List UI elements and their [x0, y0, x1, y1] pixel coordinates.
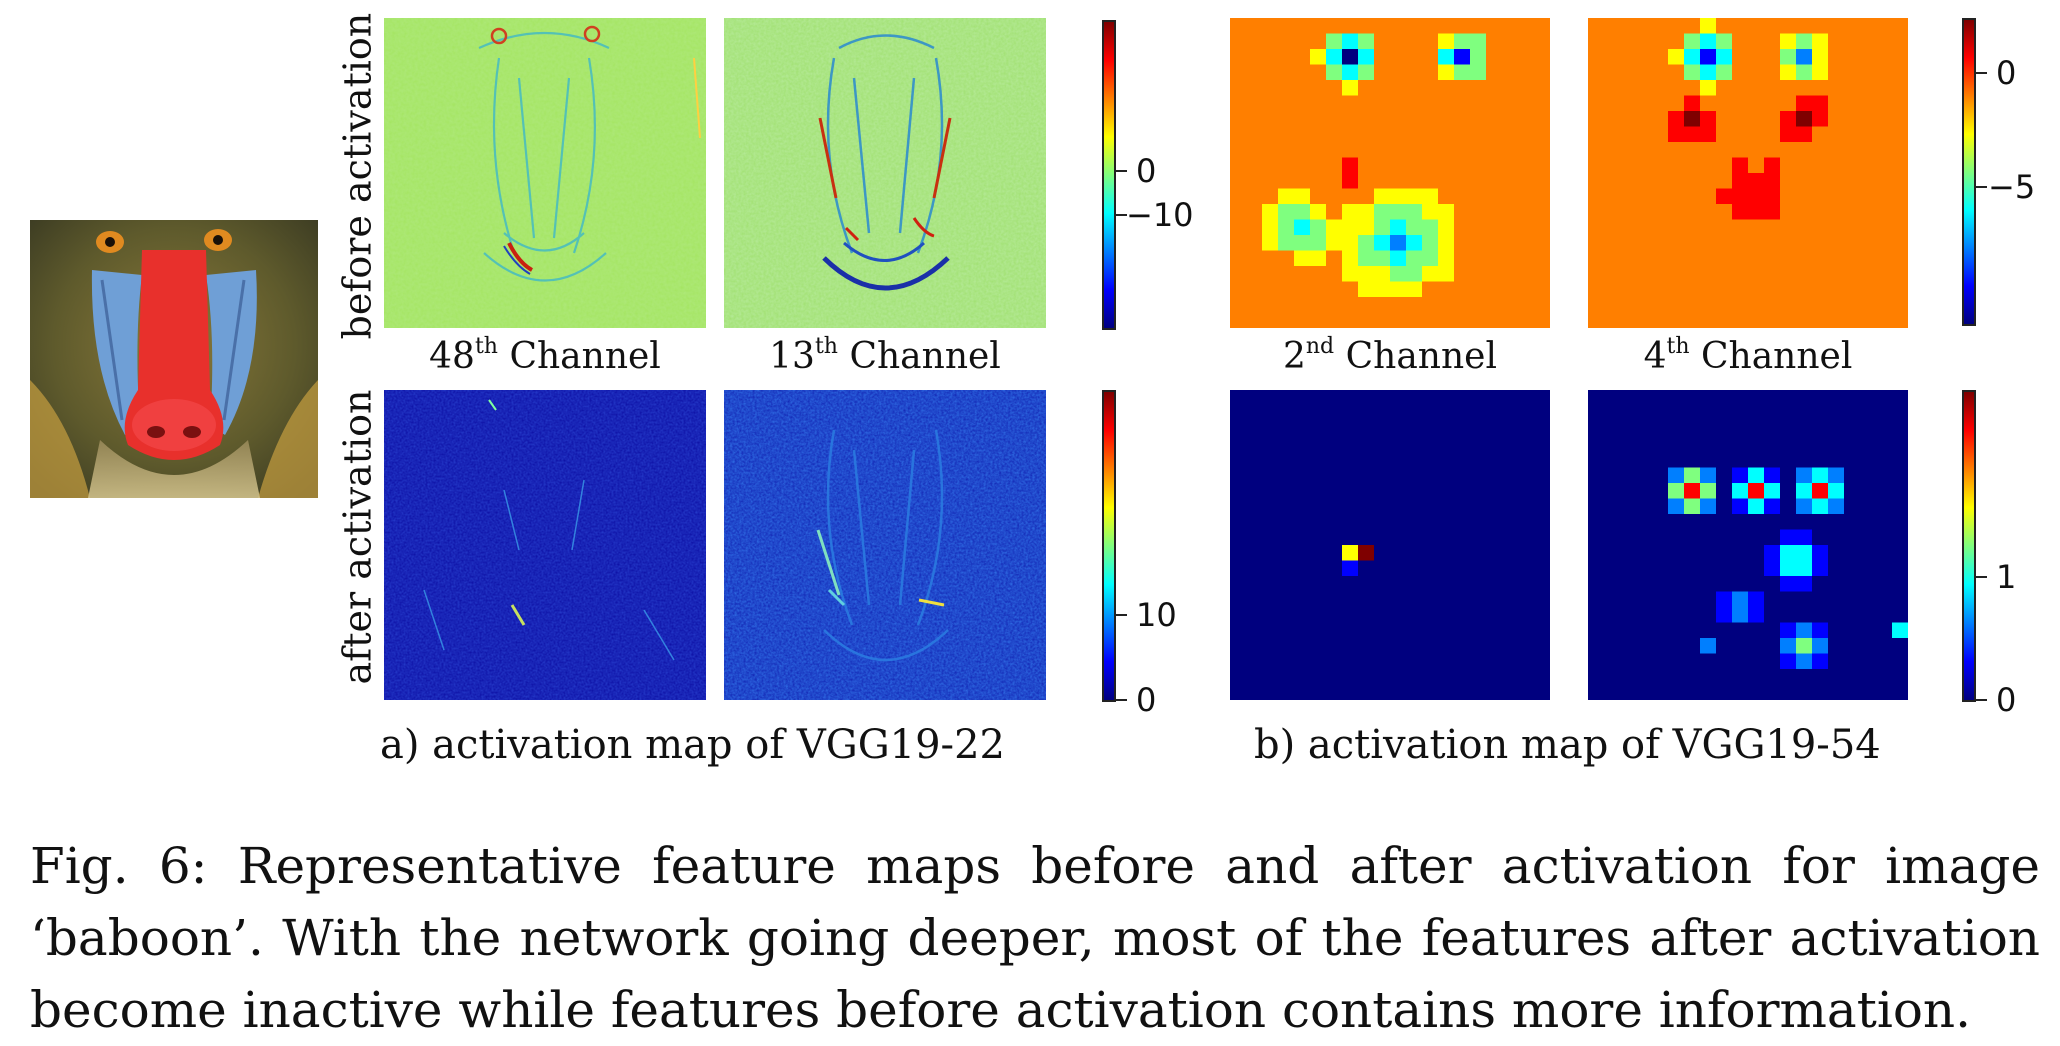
tick-mark: [1976, 186, 1987, 188]
panel-a-channel-label-48: 48th Channel: [429, 334, 661, 377]
panel-a-after-ch48-map: [384, 390, 706, 700]
tick-mark: [1116, 170, 1127, 172]
tick-mark: [1976, 699, 1987, 701]
tick-mark: [1116, 699, 1127, 701]
figure-caption: Fig. 6: Representative feature maps befo…: [30, 837, 2040, 1039]
panel-b-after-tick-0: 1: [1996, 558, 2017, 596]
panel-b-before-ch4-map: [1588, 18, 1908, 328]
baboon-input-image: [30, 220, 318, 498]
panel-b-before-tick-1: −5: [1988, 168, 2036, 206]
panel-a-after-colorbar: [1102, 390, 1116, 702]
panel-b-before-colorbar: [1962, 18, 1976, 326]
panel-b-before-tick-0: 0: [1996, 54, 2017, 92]
panel-a-before-tick-1: −10: [1126, 196, 1194, 234]
panel-a-before-colorbar: [1102, 20, 1116, 330]
panel-a-caption: a) activation map of VGG19-22: [380, 722, 1005, 768]
panel-a-before-ch48-map: [384, 18, 706, 328]
panel-b-after-ch2-map: [1230, 390, 1550, 700]
row-label-after: after activation: [335, 389, 380, 685]
panel-b-channel-label-2: 2nd Channel: [1282, 334, 1497, 377]
panel-b-before-ch2-map: [1230, 18, 1550, 328]
panel-a-after-tick-0: 10: [1136, 596, 1177, 634]
panel-b-caption: b) activation map of VGG19-54: [1254, 722, 1881, 768]
row-label-before: before activation: [335, 12, 380, 340]
tick-mark: [1976, 72, 1987, 74]
panel-a-channel-label-13: 13th Channel: [769, 334, 1001, 377]
panel-a-after-ch13-map: [724, 390, 1046, 700]
panel-a-before-ch13-map: [724, 18, 1046, 328]
panel-b-after-ch4-map: [1588, 390, 1908, 700]
panel-a-before-tick-0: 0: [1136, 152, 1157, 190]
panel-b-after-colorbar: [1962, 390, 1976, 702]
panel-a-after-tick-1: 0: [1136, 681, 1157, 719]
tick-mark: [1116, 614, 1127, 616]
tick-mark: [1116, 214, 1127, 216]
tick-mark: [1976, 576, 1987, 578]
panel-b-channel-label-4: 4th Channel: [1643, 334, 1853, 377]
panel-b-after-tick-1: 0: [1996, 681, 2017, 719]
